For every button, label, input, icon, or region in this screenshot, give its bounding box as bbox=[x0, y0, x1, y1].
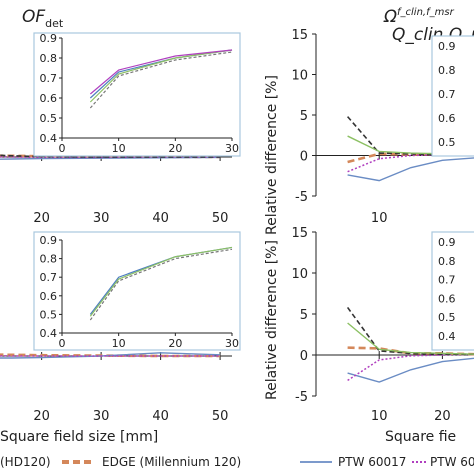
y-tick-label: -5 bbox=[295, 390, 308, 405]
x-tick-label: 30 bbox=[93, 409, 110, 424]
inset-y-tick-label: 0.6 bbox=[438, 112, 456, 125]
series-line bbox=[346, 306, 474, 355]
inset-frame bbox=[431, 35, 474, 157]
inset-frame bbox=[431, 231, 474, 351]
inset-series-line bbox=[89, 49, 233, 95]
inset-x-tick-label: 30 bbox=[225, 142, 239, 155]
inset-y-tick-label: 0.6 bbox=[40, 92, 58, 105]
y-tick-label: -5 bbox=[295, 190, 308, 205]
y-tick-label: 15 bbox=[291, 28, 308, 43]
series-line bbox=[347, 353, 474, 382]
inset-y-tick-label: 0.9 bbox=[438, 236, 456, 249]
inset-x-tick-label: 30 bbox=[225, 337, 239, 350]
inset-series-line bbox=[89, 49, 233, 103]
y-tick-label: 15 bbox=[291, 226, 308, 241]
x-tick-label: 30 bbox=[93, 211, 110, 226]
inset-frame bbox=[33, 231, 241, 351]
inset-y-tick-label: 0.9 bbox=[438, 40, 456, 53]
inset-y-tick-label: 0.4 bbox=[438, 330, 456, 343]
y-tick-label: 0 bbox=[300, 150, 308, 165]
inset-y-tick-label: 0.4 bbox=[40, 327, 58, 340]
inset-y-tick-label: 0.8 bbox=[438, 255, 456, 268]
ylabel-bottom-right: Relative difference [%] bbox=[264, 240, 280, 400]
series-line bbox=[0, 355, 221, 357]
inset-series-line bbox=[89, 246, 233, 317]
inset-x-tick-label: 0 bbox=[59, 142, 66, 155]
x-tick-label: 50 bbox=[212, 211, 229, 226]
x-tick-label: 10 bbox=[371, 409, 388, 424]
xlabel-bottom-right: Square fie bbox=[385, 429, 456, 445]
inset-y-tick-label: 0.5 bbox=[438, 136, 456, 149]
legend-label: EDGE (Millennium 120) bbox=[102, 455, 241, 469]
inset-y-tick-label: 0.7 bbox=[438, 274, 456, 287]
panel-top-left: 20 30 40 50 0.4 0.5 0.6 0.7 0.8 0.9 0 10 20 30 bbox=[0, 32, 241, 226]
legend: (HD120) EDGE (Millennium 120) PTW 60017 PTW… bbox=[0, 455, 474, 469]
inset-y-tick-label: 0.5 bbox=[40, 308, 58, 321]
inset-y-tick-label: 0.9 bbox=[40, 32, 58, 45]
inset-top-right: 0.9 0.8 0.7 0.6 0.5 bbox=[431, 35, 474, 157]
y-tick-label: 5 bbox=[300, 109, 308, 124]
series-line bbox=[0, 353, 221, 358]
x-tick-label: 20 bbox=[33, 409, 50, 424]
series-group bbox=[0, 352, 221, 359]
inset-series-line bbox=[89, 248, 233, 321]
legend-label: PTW 60017 bbox=[338, 455, 406, 469]
x-tick-label: 20 bbox=[434, 409, 451, 424]
inset-y-tick-label: 0.6 bbox=[40, 290, 58, 303]
legend-label: PTW 60019 bbox=[430, 455, 474, 469]
series-line bbox=[0, 154, 221, 158]
inset-x-tick-label: 0 bbox=[59, 337, 66, 350]
ylabel-top-right: Relative difference [%] bbox=[264, 75, 280, 235]
inset-x-tick-label: 10 bbox=[112, 142, 126, 155]
inset-x-tick-label: 10 bbox=[112, 337, 126, 350]
panel-top-right: -5 0 5 10 15 10 0.9 0.8 0.7 0.6 0.5 bbox=[291, 28, 474, 226]
inset-y-tick-label: 0.4 bbox=[40, 132, 58, 145]
x-tick-label: 40 bbox=[152, 409, 169, 424]
series-line bbox=[347, 322, 474, 355]
x-tick-label: 20 bbox=[33, 211, 50, 226]
y-tick-label: 10 bbox=[291, 69, 308, 84]
series-group bbox=[346, 306, 474, 383]
panel-bottom-right: -5 0 5 10 15 10 20 0.9 0.8 0.7 0.6 0.5 0.4 bbox=[291, 226, 474, 424]
x-tick-label: 40 bbox=[152, 211, 169, 226]
title-right: Ωf_clin,f_msr bbox=[383, 7, 455, 27]
inset-series-line bbox=[89, 51, 233, 109]
title-left: OFdet bbox=[22, 7, 64, 30]
y-tick-label: 0 bbox=[300, 349, 308, 364]
series-line bbox=[0, 352, 221, 359]
inset-x-tick-label: 20 bbox=[168, 142, 182, 155]
inset-y-tick-label: 0.5 bbox=[438, 311, 456, 324]
inset-y-tick-label: 0.5 bbox=[40, 112, 58, 125]
inset-y-tick-label: 0.8 bbox=[40, 253, 58, 266]
inset-y-tick-label: 0.7 bbox=[40, 271, 58, 284]
inset-bottom-right: 0.9 0.8 0.7 0.6 0.5 0.4 bbox=[431, 231, 474, 351]
inset-y-tick-label: 0.6 bbox=[438, 292, 456, 305]
y-tick-label: 5 bbox=[300, 308, 308, 323]
inset-top-left: 0.4 0.5 0.6 0.7 0.8 0.9 0 10 20 30 bbox=[33, 32, 241, 157]
x-tick-label: 50 bbox=[212, 409, 229, 424]
xlabel-bottom-left: Square field size [mm] bbox=[0, 429, 158, 445]
series-line bbox=[347, 157, 474, 182]
series-line bbox=[347, 357, 474, 383]
inset-y-tick-label: 0.7 bbox=[438, 88, 456, 101]
inset-x-tick-label: 20 bbox=[168, 337, 182, 350]
series-line bbox=[347, 153, 474, 173]
legend-label: (HD120) bbox=[0, 455, 51, 469]
x-tick-label: 10 bbox=[371, 211, 388, 226]
inset-y-tick-label: 0.8 bbox=[40, 52, 58, 65]
inset-y-tick-label: 0.9 bbox=[40, 234, 58, 247]
inset-y-tick-label: 0.7 bbox=[40, 72, 58, 85]
inset-y-tick-label: 0.8 bbox=[438, 64, 456, 77]
panel-bottom-left: 20 30 40 50 0.4 0.5 0.6 0.7 0.8 0.9 0 10 20 30 bbox=[0, 231, 241, 424]
y-tick-label: 10 bbox=[291, 267, 308, 282]
inset-bottom-left: 0.4 0.5 0.6 0.7 0.8 0.9 0 10 20 30 bbox=[33, 231, 241, 351]
